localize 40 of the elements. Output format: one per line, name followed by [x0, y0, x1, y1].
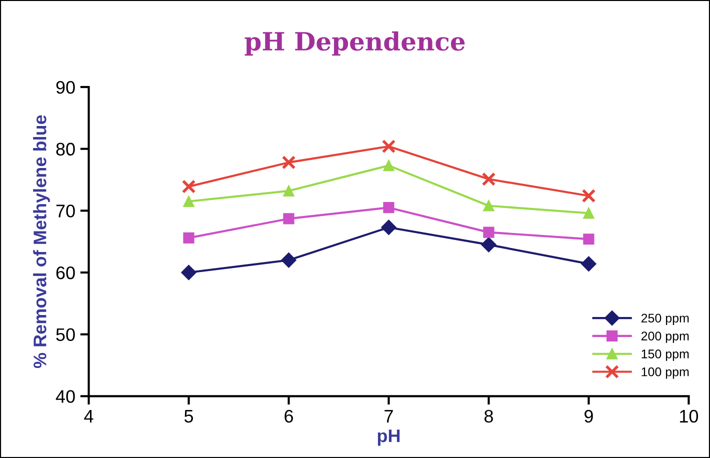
x-tick-label: 7 — [384, 410, 393, 422]
y-tick-label: 40 — [56, 390, 75, 403]
x-tick-label: 6 — [284, 410, 293, 423]
point — [581, 256, 596, 272]
chart-title: pH Dependence — [244, 31, 465, 56]
point — [282, 156, 296, 170]
x-tick-label: 4 — [84, 410, 94, 422]
legend-label: 250 ppm — [641, 314, 689, 326]
legend-label: 200 ppm — [641, 332, 689, 343]
point — [183, 196, 194, 207]
x-tick-label: 9 — [584, 410, 593, 423]
y-tick-label: 90 — [56, 80, 75, 94]
point — [583, 208, 594, 219]
y-tick-label: 50 — [56, 328, 75, 342]
point — [381, 220, 396, 235]
point — [382, 139, 396, 154]
y-tick-label: 80 — [56, 142, 75, 156]
x-tick-label: 8 — [484, 410, 493, 423]
point — [483, 200, 494, 212]
y-axis-title: % Removal of Methylene blue — [33, 115, 50, 368]
point — [283, 185, 294, 196]
point — [283, 213, 294, 224]
point — [483, 226, 494, 238]
point — [482, 172, 496, 186]
point — [181, 264, 196, 280]
point — [383, 160, 394, 172]
point — [481, 237, 496, 252]
point — [281, 252, 296, 268]
legend-label: 100 ppm — [642, 367, 689, 379]
point — [582, 188, 596, 203]
legend-label: 150 ppm — [642, 350, 689, 361]
y-tick-label: 60 — [56, 266, 75, 280]
point — [383, 202, 394, 214]
y-tick-label: 70 — [56, 204, 75, 218]
point — [583, 234, 594, 245]
x-axis-title: pH — [378, 430, 400, 446]
x-tick-label: 10 — [680, 410, 698, 423]
x-tick-label: 5 — [184, 410, 194, 423]
point — [182, 180, 196, 194]
point — [183, 232, 194, 244]
